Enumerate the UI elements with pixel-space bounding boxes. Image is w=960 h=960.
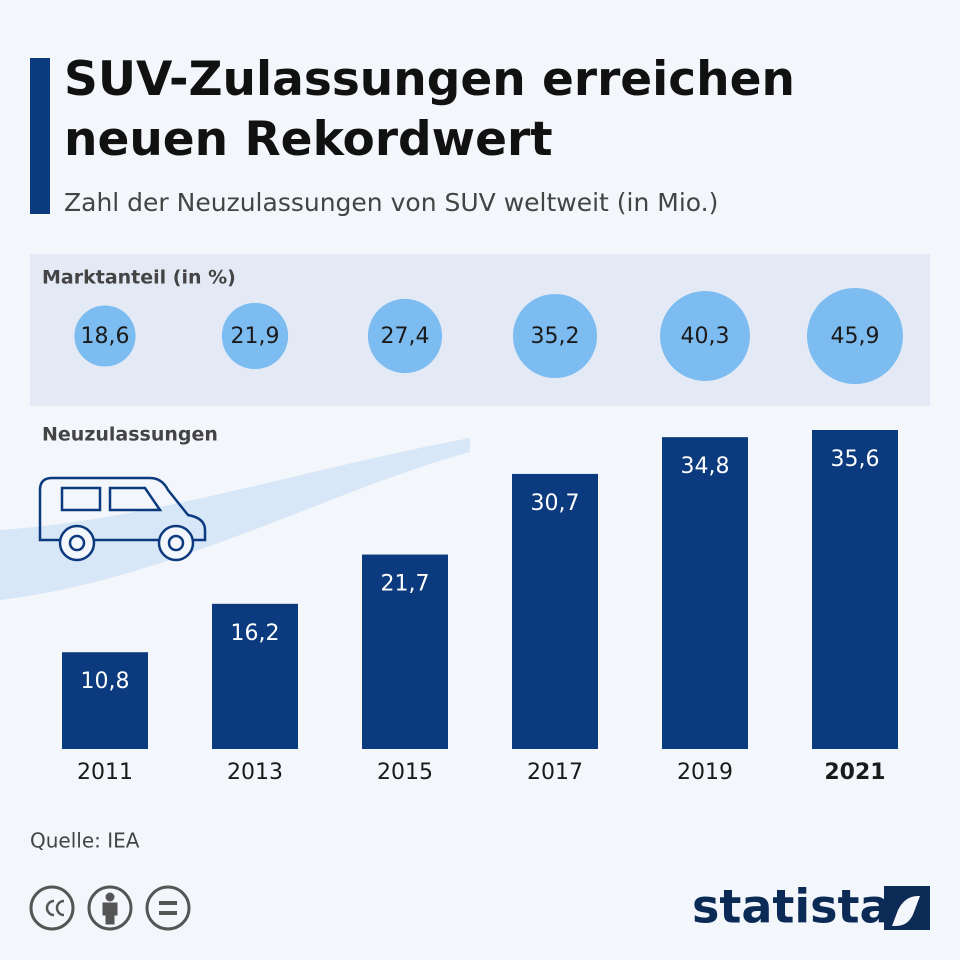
bar [212, 603, 298, 749]
share-value-label: 45,9 [831, 324, 880, 349]
share-value-label: 27,4 [381, 324, 430, 349]
brand-logo [884, 886, 930, 930]
x-tick-label: 2011 [77, 760, 133, 785]
bar [812, 430, 898, 749]
swoosh [0, 438, 470, 600]
share-value-label: 35,2 [531, 324, 580, 349]
bar [512, 473, 598, 749]
share-bubble [74, 305, 136, 367]
chart-subtitle: Zahl der Neuzulassungen von SUV weltweit… [64, 188, 719, 217]
source: Quelle: IEA [30, 829, 140, 853]
x-tick-label: 2021 [824, 760, 885, 785]
bars-label: Neuzulassungen [42, 424, 218, 446]
bar-value-label: 10,8 [81, 669, 130, 694]
x-tick-label: 2017 [527, 760, 583, 785]
share-bubble [512, 293, 598, 379]
car-icon [38, 476, 207, 562]
bar [62, 652, 148, 749]
bar-value-label: 16,2 [231, 621, 280, 646]
share-bubble [807, 288, 903, 384]
share-bubble [660, 291, 750, 381]
x-tick-label: 2019 [677, 760, 733, 785]
bar-value-label: 30,7 [531, 491, 580, 516]
license-icons [29, 885, 191, 931]
title-accent [30, 58, 50, 214]
share-value-label: 40,3 [681, 324, 730, 349]
x-tick-label: 2013 [227, 760, 283, 785]
x-tick-label: 2015 [377, 760, 433, 785]
share-label: Marktanteil (in %) [42, 267, 236, 289]
share-bubble [367, 298, 443, 374]
share-panel [30, 254, 930, 406]
bar [662, 437, 748, 749]
share-value-label: 21,9 [231, 324, 280, 349]
bar-value-label: 34,8 [681, 454, 730, 479]
bar-value-label: 35,6 [831, 447, 880, 472]
chart-title: SUV-Zulassungen erreichen neuen Rekordwe… [64, 52, 795, 167]
share-bubble [221, 302, 289, 370]
share-value-label: 18,6 [81, 324, 130, 349]
bar-value-label: 21,7 [381, 572, 430, 597]
bar [362, 554, 448, 749]
brand: statista [692, 880, 891, 934]
